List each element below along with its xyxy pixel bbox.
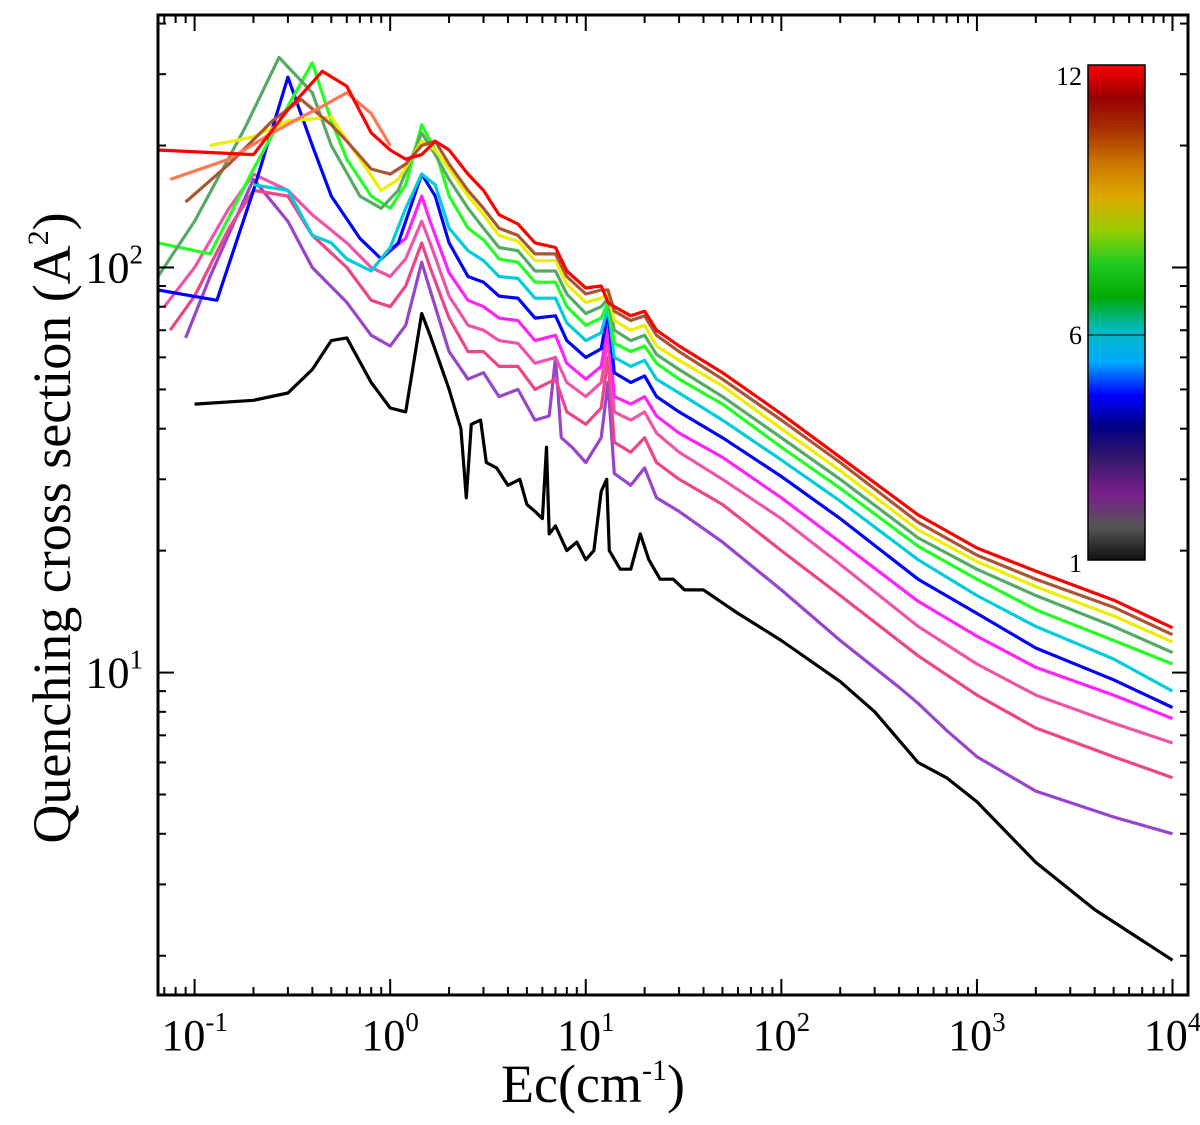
x-tick-label-base: 10 [557, 1011, 601, 1060]
x-tick-label-exp: 0 [405, 1007, 419, 1037]
x-axis-title: Ec(cm-1) [501, 1054, 685, 1114]
plot-frame [156, 13, 1190, 997]
series-line-6 [158, 75, 1174, 709]
series-line-5 [389, 194, 1174, 721]
series-line-10 [209, 115, 1174, 644]
x-tick-label-base: 10 [361, 1011, 405, 1060]
series-line-13 [158, 69, 1174, 630]
x-tick-label: 101 [557, 1007, 615, 1060]
series-line-2 [184, 177, 1173, 836]
y-axis-title-close: ) [22, 212, 82, 230]
colorbar-gradient [1087, 64, 1146, 561]
series-line-8 [158, 61, 1174, 666]
x-axis-title-sup: -1 [642, 1054, 667, 1087]
y-tick-label-base: 10 [86, 243, 130, 292]
x-tick-label-exp: 1 [601, 1007, 615, 1037]
x-tick-label-base: 10 [1144, 1011, 1188, 1060]
series-line-11 [184, 97, 1174, 637]
x-tick-label-exp: 2 [797, 1007, 811, 1037]
x-tick-label: 104 [1144, 1007, 1200, 1060]
y-tick-label: 102 [86, 239, 144, 292]
x-tick-label-base: 10 [948, 1011, 992, 1060]
y-axis-title-sup: 2 [22, 230, 55, 245]
y-tick-label-base: 10 [86, 649, 130, 698]
x-axis-title-close: ) [667, 1054, 685, 1114]
x-tick-label-exp: 4 [1188, 1007, 1200, 1037]
series-line-7 [253, 172, 1174, 693]
x-tick-label-base: 10 [161, 1011, 205, 1060]
x-tick-labels: 10-1 100 101 102 103 104 [161, 1007, 1200, 1060]
y-axis-title-base: Quenching cross section (A [22, 245, 82, 843]
x-axis-title-base: Ec(cm [501, 1054, 642, 1114]
series-line-9 [158, 55, 1174, 655]
series-layer [158, 55, 1174, 962]
series-line-4 [163, 172, 1174, 745]
x-tick-label-base: 10 [753, 1011, 797, 1060]
series-line-3 [168, 188, 1174, 780]
y-tick-label-exp: 1 [130, 645, 144, 675]
y-axis-title: Quenching cross section (A2) [22, 212, 82, 843]
colorbar-min-label: 1 [1069, 549, 1082, 578]
y-tick-label: 101 [86, 645, 144, 698]
colorbar-mid-label: 6 [1069, 321, 1082, 350]
x-tick-label: 102 [753, 1007, 811, 1060]
axis-ticks [158, 15, 1188, 995]
x-tick-label: 100 [361, 1007, 419, 1060]
x-tick-label-exp: -1 [205, 1007, 228, 1037]
y-tick-label-exp: 2 [130, 239, 144, 269]
colorbar: 12 6 1 [1056, 62, 1146, 578]
series-line-1 [194, 311, 1174, 962]
x-tick-label: 103 [948, 1007, 1006, 1060]
x-tick-label: 10-1 [161, 1007, 228, 1060]
colorbar-max-label: 12 [1056, 62, 1082, 91]
x-tick-label-exp: 3 [992, 1007, 1006, 1037]
